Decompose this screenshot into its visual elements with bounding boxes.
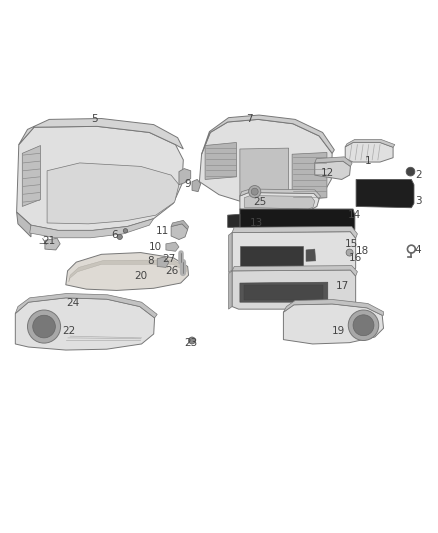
Polygon shape: [315, 157, 352, 166]
Circle shape: [346, 249, 353, 256]
Polygon shape: [232, 232, 356, 273]
Polygon shape: [171, 224, 187, 239]
Text: 24: 24: [66, 298, 79, 309]
Polygon shape: [229, 271, 232, 309]
Polygon shape: [171, 220, 188, 230]
Polygon shape: [17, 212, 31, 237]
Polygon shape: [15, 298, 155, 350]
Polygon shape: [229, 232, 232, 272]
Polygon shape: [30, 219, 154, 238]
Text: 8: 8: [147, 256, 154, 266]
Polygon shape: [228, 214, 240, 228]
Polygon shape: [292, 152, 327, 200]
Circle shape: [28, 310, 60, 343]
Text: 25: 25: [253, 197, 266, 207]
Circle shape: [249, 185, 261, 198]
Text: 9: 9: [184, 179, 191, 189]
Polygon shape: [240, 246, 303, 265]
Polygon shape: [19, 118, 184, 149]
Polygon shape: [166, 242, 179, 251]
Polygon shape: [47, 163, 179, 224]
Polygon shape: [244, 196, 315, 209]
Text: 1: 1: [365, 156, 371, 166]
Text: 19: 19: [332, 326, 346, 336]
Polygon shape: [201, 115, 334, 154]
Text: 16: 16: [349, 253, 362, 263]
Text: 27: 27: [162, 254, 176, 264]
Polygon shape: [240, 148, 289, 200]
Text: 4: 4: [415, 245, 421, 255]
Circle shape: [348, 310, 379, 341]
Polygon shape: [315, 161, 350, 180]
Polygon shape: [306, 249, 316, 261]
Circle shape: [117, 235, 122, 239]
Polygon shape: [69, 260, 186, 282]
Circle shape: [123, 229, 127, 233]
Circle shape: [251, 188, 258, 195]
Polygon shape: [66, 253, 188, 290]
Text: 18: 18: [356, 246, 369, 256]
Text: 21: 21: [43, 236, 56, 246]
Circle shape: [353, 315, 374, 336]
Circle shape: [188, 337, 195, 344]
Polygon shape: [240, 209, 355, 232]
Polygon shape: [345, 140, 395, 147]
Polygon shape: [283, 304, 384, 344]
Text: 15: 15: [345, 239, 358, 249]
Polygon shape: [66, 298, 81, 308]
Text: 20: 20: [134, 271, 147, 281]
Text: 5: 5: [92, 115, 98, 124]
Polygon shape: [199, 119, 332, 205]
Polygon shape: [240, 282, 328, 302]
Text: 22: 22: [62, 326, 75, 336]
Text: 26: 26: [166, 266, 179, 276]
Polygon shape: [240, 192, 319, 211]
Text: 11: 11: [155, 226, 169, 236]
Polygon shape: [283, 300, 384, 315]
Text: 12: 12: [321, 168, 335, 178]
Circle shape: [33, 315, 55, 338]
Polygon shape: [232, 265, 357, 276]
Text: 23: 23: [184, 338, 198, 348]
Text: 14: 14: [347, 210, 360, 220]
Polygon shape: [244, 285, 323, 301]
Polygon shape: [240, 189, 321, 199]
Text: 7: 7: [246, 114, 253, 124]
Polygon shape: [205, 142, 237, 180]
Text: 3: 3: [415, 196, 421, 206]
Text: 6: 6: [111, 230, 118, 240]
Polygon shape: [356, 180, 414, 208]
Polygon shape: [179, 168, 191, 184]
Polygon shape: [157, 257, 169, 268]
Polygon shape: [345, 142, 393, 162]
Text: 13: 13: [250, 218, 263, 228]
Polygon shape: [232, 227, 357, 238]
Text: 2: 2: [415, 170, 421, 180]
Polygon shape: [17, 126, 184, 230]
Circle shape: [406, 167, 415, 176]
Polygon shape: [15, 294, 157, 318]
Text: 17: 17: [336, 281, 349, 291]
Polygon shape: [45, 238, 60, 250]
Text: 10: 10: [148, 242, 162, 252]
Polygon shape: [192, 180, 201, 192]
Polygon shape: [232, 270, 356, 309]
Polygon shape: [22, 146, 41, 206]
